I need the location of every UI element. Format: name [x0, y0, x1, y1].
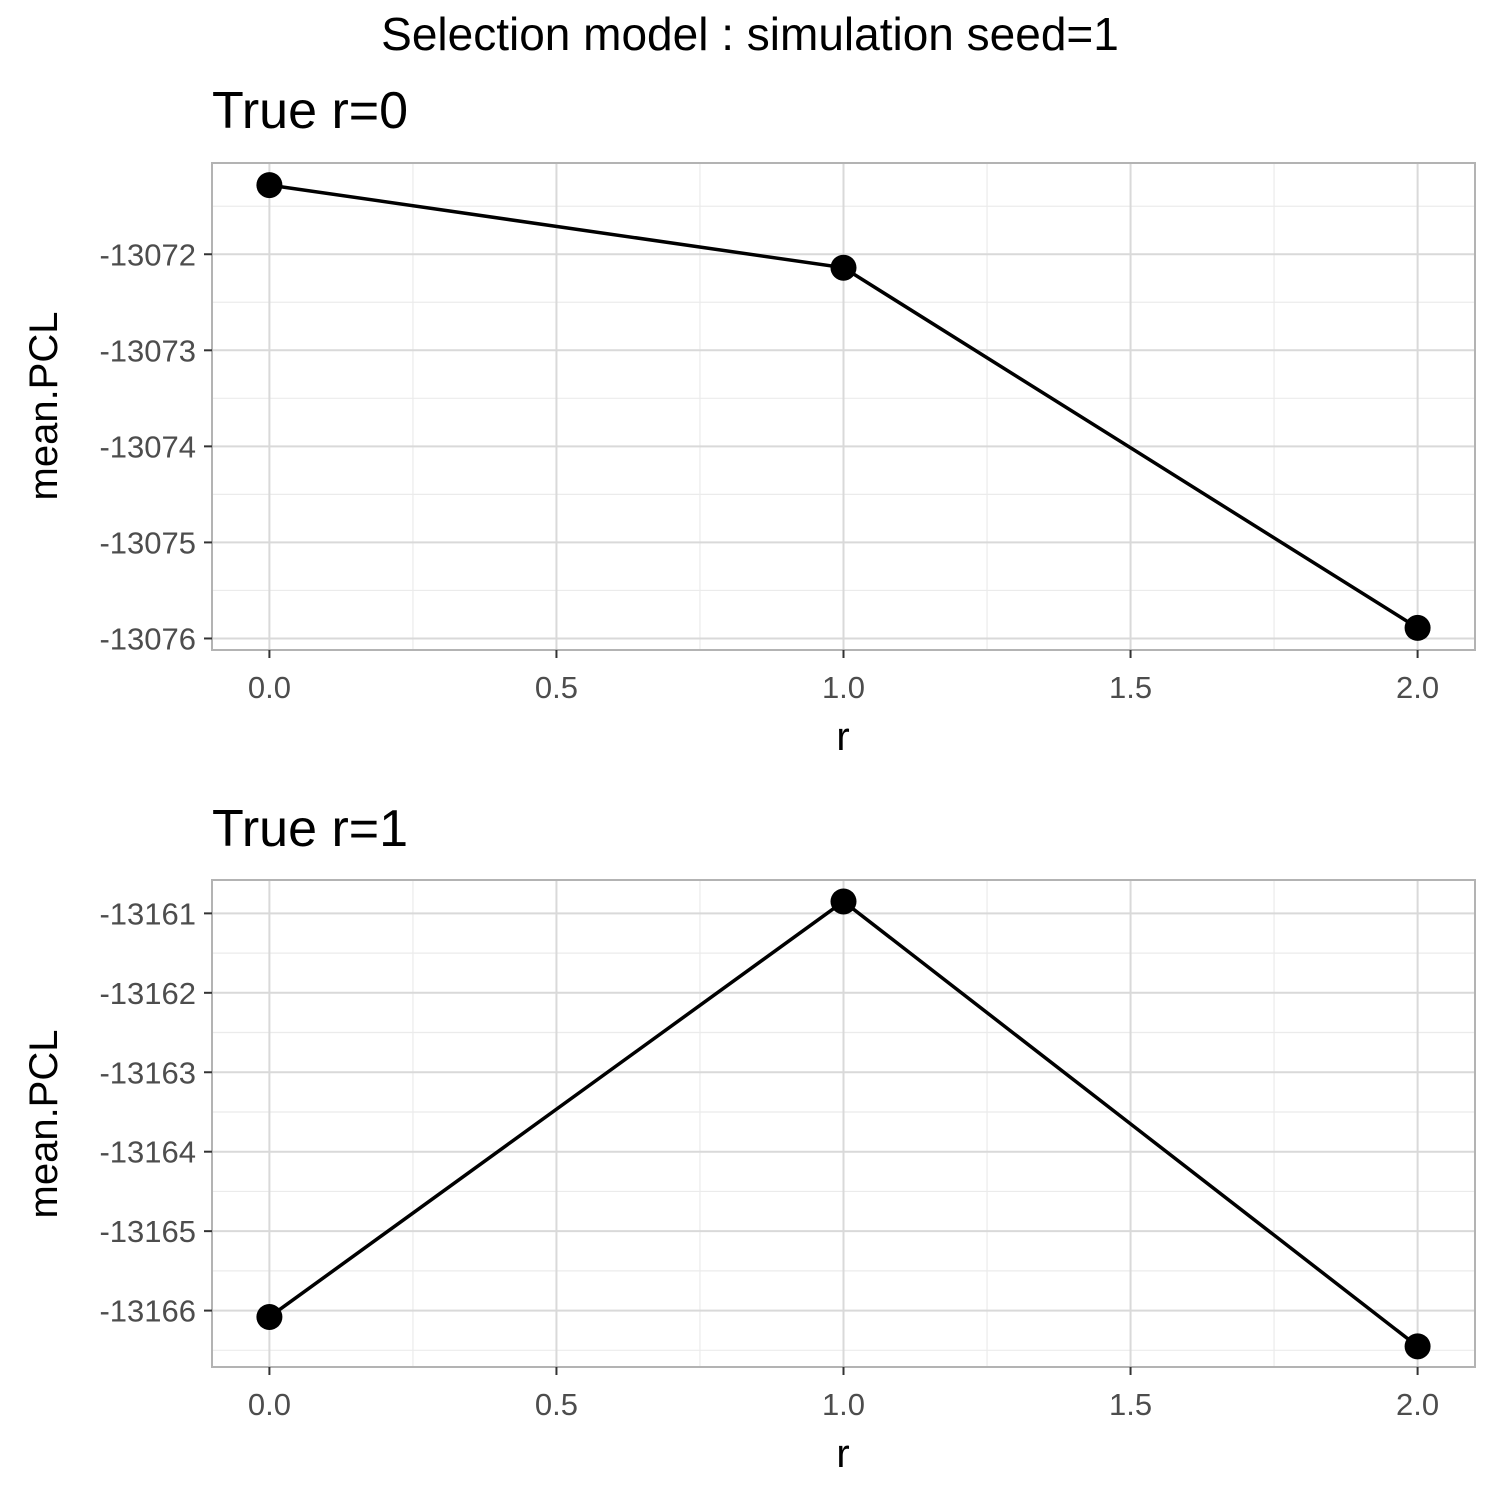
- y-tick-label: -13164: [99, 1135, 196, 1170]
- x-tick-label: 0.0: [248, 670, 291, 705]
- y-tick-label: -13075: [99, 525, 196, 560]
- y-tick-label: -13166: [99, 1294, 196, 1329]
- x-tick-label: 0.0: [248, 1387, 291, 1422]
- axis-ticks: 0.0 0.5 1.0 1.5 2.0 -13161 -13162 -13163 -13164 -…: [99, 896, 1439, 1422]
- data-point: [256, 1303, 283, 1330]
- y-axis-label: mean.PCL: [22, 1030, 66, 1219]
- x-tick-label: 1.0: [822, 670, 865, 705]
- figure-title: Selection model : simulation seed=1: [381, 8, 1119, 60]
- x-tick-label: 1.5: [1109, 1387, 1152, 1422]
- x-tick-label: 0.5: [535, 670, 578, 705]
- data-point: [1404, 614, 1431, 641]
- x-axis-label: r: [836, 1432, 849, 1476]
- x-tick-label: 2.0: [1396, 1387, 1439, 1422]
- axis-ticks: 0.0 0.5 1.0 1.5 2.0 -13072 -13073 -13074 -13075 -…: [99, 237, 1439, 705]
- data-point: [1404, 1333, 1431, 1360]
- panel-title: True r=1: [212, 800, 408, 858]
- x-axis-label: r: [836, 715, 849, 759]
- y-tick-label: -13163: [99, 1055, 196, 1090]
- y-tick-label: -13076: [99, 621, 196, 656]
- y-tick-label: -13073: [99, 333, 196, 368]
- series: [256, 888, 1431, 1360]
- y-tick-label: -13161: [99, 896, 196, 931]
- y-tick-label: -13072: [99, 237, 196, 272]
- x-tick-label: 0.5: [535, 1387, 578, 1422]
- y-tick-label: -13162: [99, 976, 196, 1011]
- series: [256, 172, 1431, 641]
- y-axis-label: mean.PCL: [22, 312, 66, 501]
- chart-panel-true-r1: True r=1 0.0 0.5 1.0 1.5 2.0 -13161 -13162 -131…: [22, 800, 1476, 1476]
- x-tick-label: 2.0: [1396, 670, 1439, 705]
- data-point: [256, 172, 283, 199]
- data-point: [830, 254, 857, 281]
- data-point: [830, 888, 857, 915]
- chart-panel-true-r0: True r=0 0.0 0.5 1.0 1.5 2.0 -13072 -13073 -130…: [22, 82, 1476, 759]
- y-tick-label: -13074: [99, 429, 196, 464]
- x-tick-label: 1.5: [1109, 670, 1152, 705]
- panel-title: True r=0: [212, 82, 408, 140]
- x-tick-label: 1.0: [822, 1387, 865, 1422]
- grid: [212, 880, 1475, 1367]
- y-tick-label: -13165: [99, 1214, 196, 1249]
